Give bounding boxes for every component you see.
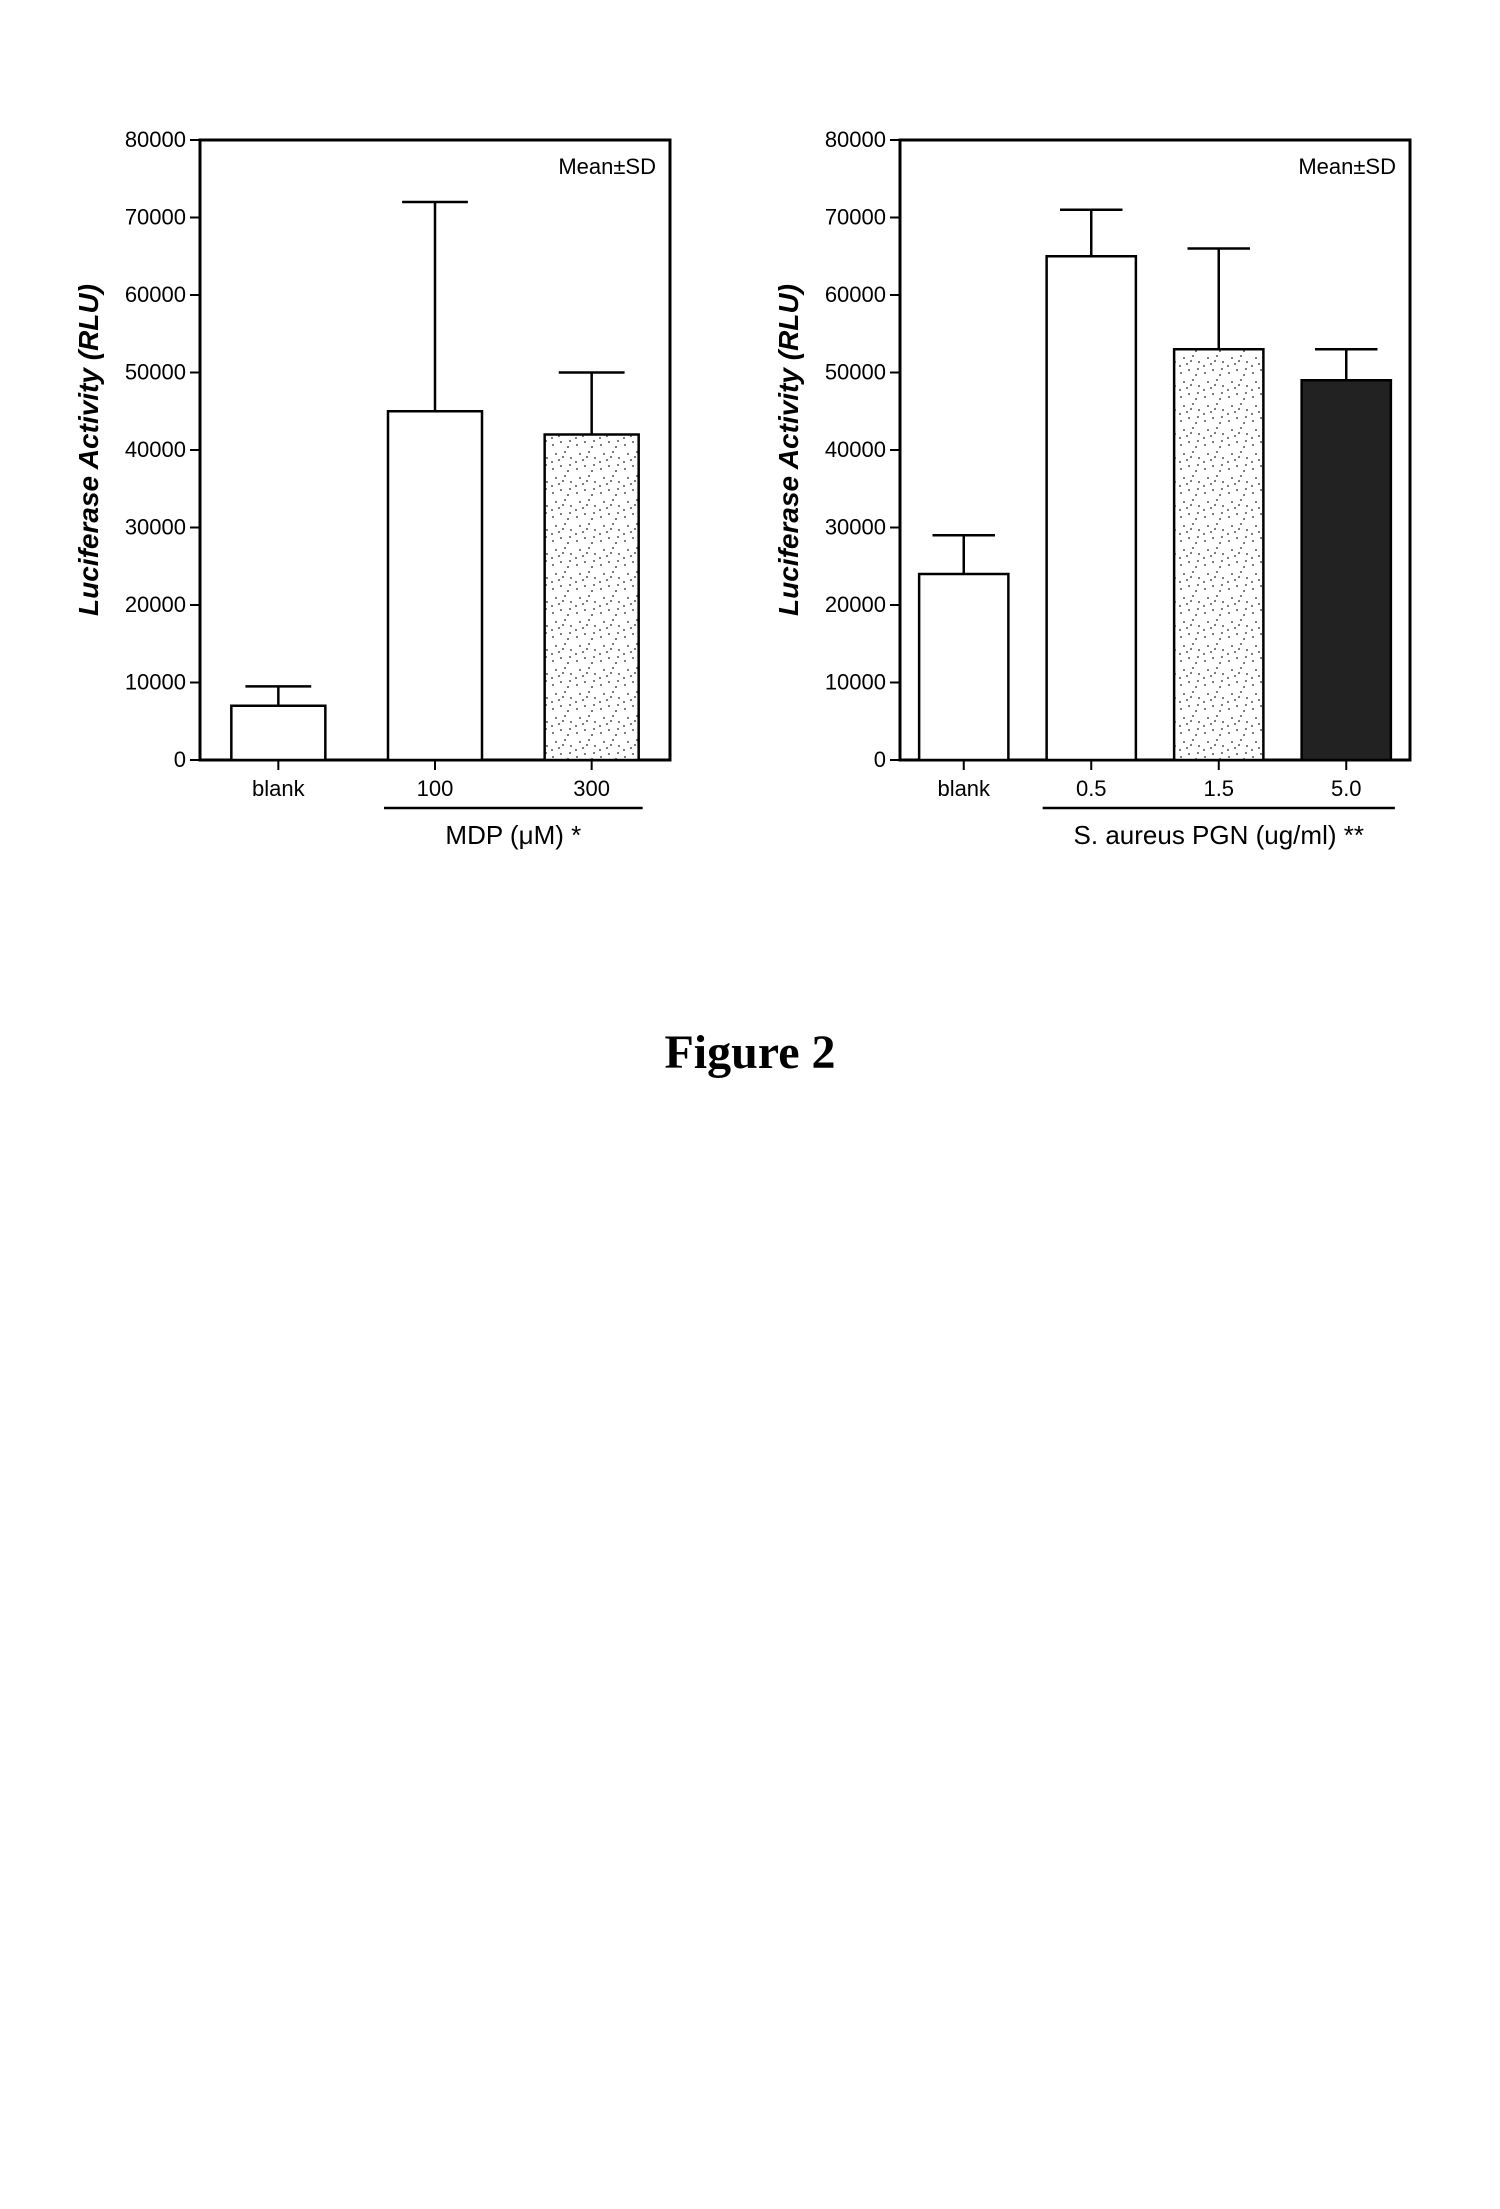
svg-text:1.5: 1.5 [1203, 776, 1234, 801]
bar [388, 411, 482, 760]
figure-container: Luciferase Activity (RLU)010000200003000… [40, 40, 1460, 1080]
bar [1047, 256, 1136, 760]
svg-text:20000: 20000 [825, 592, 886, 617]
svg-text:10000: 10000 [125, 670, 186, 695]
svg-text:40000: 40000 [125, 437, 186, 462]
svg-text:60000: 60000 [125, 282, 186, 307]
svg-text:20000: 20000 [125, 592, 186, 617]
svg-text:40000: 40000 [825, 437, 886, 462]
svg-text:50000: 50000 [825, 360, 886, 385]
svg-text:Mean±SD: Mean±SD [558, 154, 656, 179]
svg-text:300: 300 [573, 776, 610, 801]
svg-text:30000: 30000 [825, 515, 886, 540]
figure-caption: Figure 2 [664, 1025, 835, 1080]
svg-text:0: 0 [174, 747, 186, 772]
bar [919, 574, 1008, 760]
right-chart-wrapper: Luciferase Activity (RLU) 0 10000 20000 3000… [770, 80, 1430, 905]
right-chart-svg: Luciferase Activity (RLU) 0 10000 20000 3000… [770, 80, 1430, 900]
left-chart-svg: Luciferase Activity (RLU) 0 10000 20000 3000… [70, 80, 690, 900]
svg-text:50000: 50000 [125, 360, 186, 385]
svg-text:MDP (μM) *: MDP (μM) * [445, 820, 581, 850]
svg-text:0: 0 [874, 747, 886, 772]
svg-text:70000: 70000 [825, 205, 886, 230]
svg-text:30000: 30000 [125, 515, 186, 540]
svg-text:0.5: 0.5 [1076, 776, 1107, 801]
svg-text:10000: 10000 [825, 670, 886, 695]
bar [231, 706, 325, 760]
svg-text:70000: 70000 [125, 205, 186, 230]
svg-text:80000: 80000 [125, 127, 186, 152]
svg-text:S. aureus PGN (ug/ml) **: S. aureus PGN (ug/ml) ** [1074, 820, 1364, 850]
svg-text:blank: blank [252, 776, 306, 801]
svg-text:blank: blank [937, 776, 991, 801]
charts-row: Luciferase Activity (RLU)010000200003000… [70, 80, 1430, 905]
bar [1174, 349, 1263, 760]
bar [545, 435, 639, 761]
svg-text:Luciferase Activity (RLU): Luciferase Activity (RLU) [773, 284, 804, 616]
svg-text:5.0: 5.0 [1331, 776, 1362, 801]
svg-text:Luciferase Activity (RLU): Luciferase Activity (RLU) [73, 284, 104, 616]
bar [1302, 380, 1391, 760]
svg-text:60000: 60000 [825, 282, 886, 307]
left-chart-wrapper: Luciferase Activity (RLU) 0 10000 20000 3000… [70, 80, 690, 905]
svg-text:100: 100 [417, 776, 454, 801]
svg-text:80000: 80000 [825, 127, 886, 152]
svg-text:Mean±SD: Mean±SD [1298, 154, 1396, 179]
